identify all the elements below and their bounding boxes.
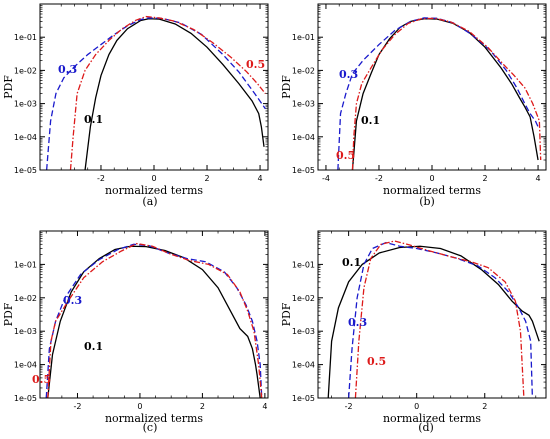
- x-tick-label: -2: [345, 402, 353, 411]
- chart-panel-b: 1e-05 1e-04 1e-03 1e-02 1e-01 -4 -2 0 2 4 normaliz…: [280, 3, 547, 208]
- y-tick-label: 1e-04: [292, 133, 315, 142]
- series-annotation: 0.1: [84, 113, 103, 126]
- x-tick-label: 4: [262, 402, 267, 411]
- series-annotation: 0.3: [339, 68, 358, 81]
- series-annotation: 0.1: [84, 340, 103, 353]
- y-tick-label: 1e-05: [14, 166, 37, 175]
- x-tick-label: -2: [73, 402, 81, 411]
- y-tick-label: 1e-01: [14, 260, 37, 269]
- series-annotation: 0.3: [58, 63, 77, 76]
- series-line-0.1: [47, 245, 261, 398]
- series-line-0.3: [337, 17, 539, 170]
- y-tick-label: 1e-03: [14, 327, 37, 336]
- series-annotation: 0.1: [361, 114, 380, 127]
- x-tick-label: 2: [204, 174, 209, 183]
- y-tick-label: 1e-02: [14, 294, 37, 303]
- x-tick-label: 2: [200, 402, 205, 411]
- panel-caption: (a): [142, 195, 157, 208]
- series-line-0.3: [347, 241, 534, 398]
- series-annotation: 0.1: [342, 256, 361, 269]
- x-axis-label: normalized terms: [383, 412, 481, 425]
- panel-caption: (d): [418, 421, 434, 434]
- series-line-0.5: [351, 17, 542, 170]
- x-tick-label: 0: [137, 402, 142, 411]
- y-tick-label: 1e-03: [14, 100, 37, 109]
- series-line-0.1: [351, 18, 539, 170]
- y-tick-label: 1e-05: [14, 394, 37, 403]
- y-tick-label: 1e-01: [292, 33, 315, 42]
- x-axis-label: normalized terms: [383, 184, 481, 197]
- x-tick-label: 2: [482, 174, 487, 183]
- plot-frame: [317, 3, 547, 171]
- panel-caption: (c): [143, 421, 158, 434]
- y-axis-label: PDF: [2, 302, 15, 326]
- series-line-0.3: [45, 17, 266, 170]
- y-tick-label: 1e-04: [14, 361, 37, 370]
- x-tick-label: -4: [322, 174, 330, 183]
- chart-panel-a: 1e-05 1e-04 1e-03 1e-02 1e-01 -2 0 2 4 normalized…: [2, 3, 269, 208]
- series-line-0.5: [354, 240, 525, 398]
- y-tick-label: 1e-04: [14, 133, 37, 142]
- y-tick-label: 1e-02: [14, 66, 37, 75]
- x-tick-label: 0: [429, 174, 434, 183]
- x-tick-label: -2: [375, 174, 383, 183]
- x-tick-label: -2: [97, 174, 105, 183]
- plot-frame: [317, 230, 547, 399]
- x-tick-label: 4: [535, 174, 540, 183]
- x-tick-label: 0: [414, 402, 419, 411]
- y-tick-label: 1e-01: [292, 260, 315, 269]
- x-tick-label: 0: [151, 174, 156, 183]
- series-line-0.3: [45, 243, 263, 398]
- series-line-0.1: [84, 18, 265, 170]
- series-annotation: 0.3: [63, 294, 82, 307]
- x-tick-label: 4: [257, 174, 262, 183]
- plot-frame: [39, 3, 269, 171]
- y-tick-label: 1e-02: [292, 66, 315, 75]
- chart-panel-d: 1e-05 1e-04 1e-03 1e-02 1e-01 -2 0 2normalized …: [280, 230, 547, 434]
- y-tick-label: 1e-04: [292, 361, 315, 370]
- series-line-0.5: [69, 15, 266, 170]
- y-axis-label: PDF: [280, 302, 293, 326]
- series-annotation: 0.5: [367, 355, 386, 368]
- plot-frame: [39, 230, 269, 399]
- panel-caption: (b): [419, 195, 435, 208]
- y-tick-label: 1e-03: [292, 100, 315, 109]
- x-axis-label: normalized terms: [105, 412, 203, 425]
- y-axis-label: PDF: [280, 75, 293, 99]
- y-axis-label: PDF: [2, 75, 15, 99]
- series-line-0.5: [47, 242, 263, 398]
- series-annotation: 0.3: [348, 316, 367, 329]
- series-line-0.1: [327, 245, 540, 398]
- x-tick-label: 2: [482, 402, 487, 411]
- y-tick-label: 1e-01: [14, 33, 37, 42]
- x-axis-label: normalized terms: [105, 184, 203, 197]
- series-annotation: 0.5: [246, 58, 265, 71]
- y-tick-label: 1e-03: [292, 327, 315, 336]
- chart-panel-c: 1e-05 1e-04 1e-03 1e-02 1e-01 -2 0 2 4 normalized…: [2, 230, 269, 434]
- y-tick-label: 1e-05: [292, 394, 315, 403]
- series-annotation: 0.5: [32, 373, 51, 386]
- y-tick-label: 1e-02: [292, 294, 315, 303]
- y-tick-label: 1e-05: [292, 166, 315, 175]
- series-annotation: 0.5: [336, 149, 355, 162]
